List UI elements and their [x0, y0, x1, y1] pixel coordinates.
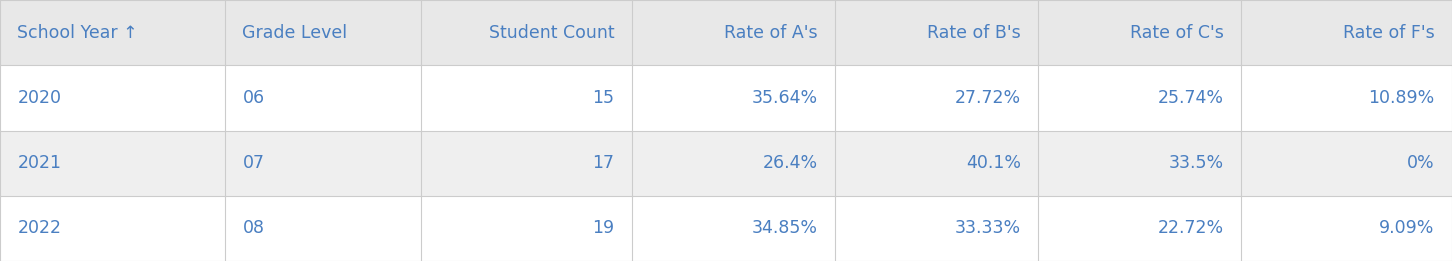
Text: Rate of A's: Rate of A's: [725, 24, 817, 41]
Bar: [0, 130, 225, 196]
Bar: [632, 0, 835, 65]
Text: 0%: 0%: [1407, 154, 1435, 172]
Bar: [225, 130, 421, 196]
Text: 22.72%: 22.72%: [1157, 220, 1224, 237]
Text: 9.09%: 9.09%: [1379, 220, 1435, 237]
Bar: [0, 196, 225, 261]
Bar: [1038, 130, 1241, 196]
Text: 34.85%: 34.85%: [752, 220, 817, 237]
Bar: [421, 0, 632, 65]
Text: 25.74%: 25.74%: [1159, 89, 1224, 107]
Text: 33.5%: 33.5%: [1169, 154, 1224, 172]
Bar: [835, 0, 1038, 65]
Text: 35.64%: 35.64%: [751, 89, 817, 107]
Text: Rate of C's: Rate of C's: [1130, 24, 1224, 41]
Bar: [835, 65, 1038, 130]
Bar: [0, 0, 225, 65]
Text: Rate of B's: Rate of B's: [926, 24, 1021, 41]
Bar: [1038, 0, 1241, 65]
Text: Rate of F's: Rate of F's: [1343, 24, 1435, 41]
Bar: [421, 65, 632, 130]
Bar: [1241, 0, 1452, 65]
Text: 17: 17: [592, 154, 614, 172]
Text: 19: 19: [592, 220, 614, 237]
Text: 2020: 2020: [17, 89, 61, 107]
Bar: [835, 196, 1038, 261]
Bar: [835, 130, 1038, 196]
Text: Student Count: Student Count: [488, 24, 614, 41]
Bar: [225, 65, 421, 130]
Text: 08: 08: [242, 220, 264, 237]
Text: 06: 06: [242, 89, 264, 107]
Bar: [1038, 196, 1241, 261]
Bar: [632, 65, 835, 130]
Bar: [225, 0, 421, 65]
Bar: [421, 196, 632, 261]
Bar: [1241, 65, 1452, 130]
Text: 33.33%: 33.33%: [954, 220, 1021, 237]
Text: 40.1%: 40.1%: [966, 154, 1021, 172]
Bar: [1241, 196, 1452, 261]
Bar: [632, 130, 835, 196]
Text: 2021: 2021: [17, 154, 61, 172]
Bar: [0, 65, 225, 130]
Text: Grade Level: Grade Level: [242, 24, 347, 41]
Text: School Year ↑: School Year ↑: [17, 24, 138, 41]
Bar: [632, 196, 835, 261]
Bar: [1038, 65, 1241, 130]
Text: 15: 15: [592, 89, 614, 107]
Bar: [1241, 130, 1452, 196]
Text: 27.72%: 27.72%: [954, 89, 1021, 107]
Text: 26.4%: 26.4%: [762, 154, 817, 172]
Bar: [421, 130, 632, 196]
Text: 10.89%: 10.89%: [1368, 89, 1435, 107]
Text: 2022: 2022: [17, 220, 61, 237]
Text: 07: 07: [242, 154, 264, 172]
Bar: [225, 196, 421, 261]
